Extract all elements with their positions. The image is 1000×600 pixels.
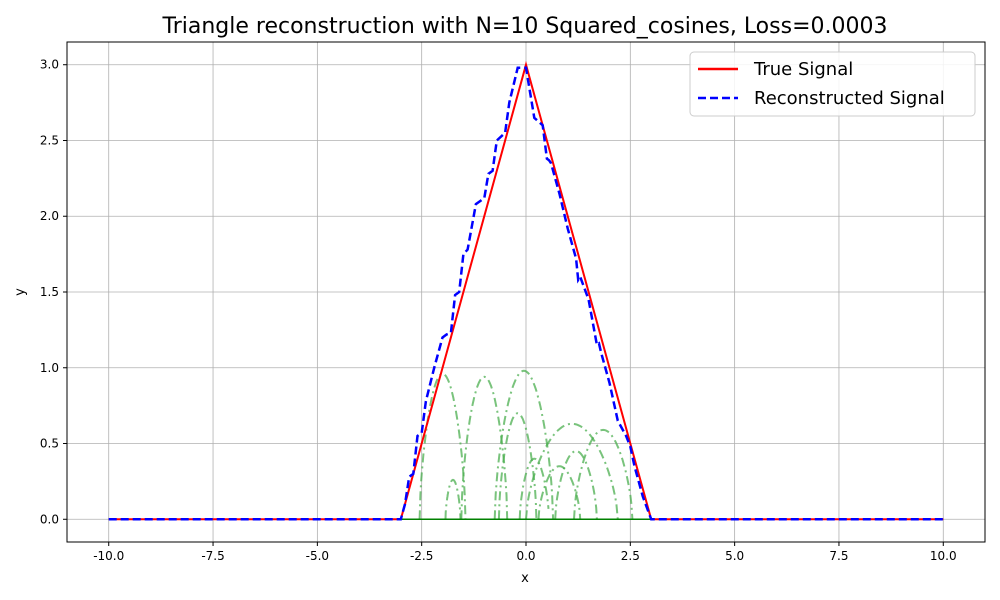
- component-curve: [518, 457, 550, 520]
- component-curve: [573, 428, 634, 520]
- y-tick-label: 2.0: [40, 209, 59, 223]
- x-tick-label: -7.5: [201, 549, 224, 563]
- component-curve: [537, 465, 582, 520]
- x-tick-label: -10.0: [93, 549, 124, 563]
- grid: [67, 42, 985, 542]
- component-curve: [497, 412, 538, 520]
- y-tick-label: 3.0: [40, 58, 59, 72]
- x-tick-label: -5.0: [306, 549, 329, 563]
- component-curve: [554, 450, 598, 520]
- y-tick-label: 2.5: [40, 133, 59, 147]
- component-curve: [460, 375, 509, 520]
- legend-label: True Signal: [753, 59, 853, 80]
- x-tick-label: 0.0: [516, 549, 535, 563]
- x-axis-label: x: [521, 571, 529, 586]
- legend-box: [689, 51, 976, 117]
- x-tick-label: -2.5: [410, 549, 433, 563]
- y-axis-ticks: 0.0 0.5 1.0 1.5 2.0 2.5 3.0: [40, 58, 67, 526]
- y-tick-label: 0.0: [40, 512, 59, 526]
- y-axis-label: y: [13, 288, 28, 296]
- series-lines: [108, 60, 944, 521]
- chart-title: Triangle reconstruction with N=10 Square…: [162, 14, 888, 39]
- x-tick-label: 5.0: [725, 549, 744, 563]
- x-tick-label: 10.0: [930, 549, 957, 563]
- y-tick-label: 0.5: [40, 437, 59, 451]
- x-tick-label: 7.5: [829, 549, 848, 563]
- reconstructed-signal-line: [108, 66, 944, 521]
- component-curve: [525, 422, 619, 520]
- component-curve: [493, 369, 555, 520]
- legend: True Signal Reconstructed Signal: [689, 51, 976, 117]
- legend-label: Reconstructed Signal: [754, 88, 945, 109]
- x-axis-ticks: -10.0 -7.5 -5.0 -2.5 0.0 2.5 5.0 7.5 10.0: [93, 542, 957, 563]
- y-tick-label: 1.0: [40, 361, 59, 375]
- x-tick-label: 2.5: [621, 549, 640, 563]
- component-curve: [444, 478, 462, 520]
- y-tick-label: 1.5: [40, 285, 59, 299]
